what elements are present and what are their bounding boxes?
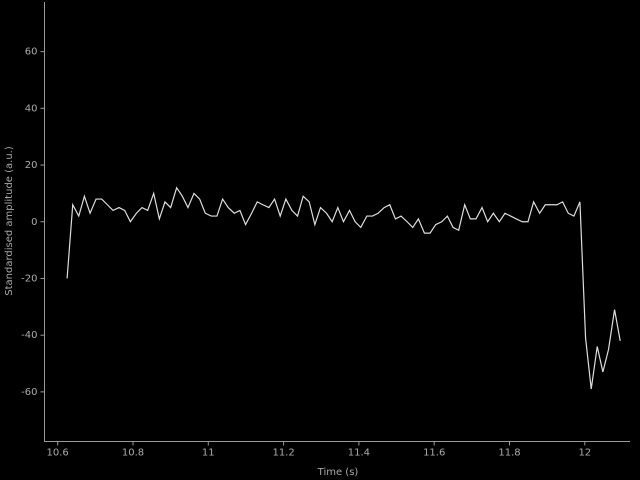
- x-axis-label: Time (s): [317, 467, 359, 478]
- x-tick-label: 11: [202, 448, 215, 459]
- y-tick-label: 60: [25, 47, 38, 58]
- y-tick-label: -20: [21, 273, 37, 284]
- x-tick-label: 10.8: [122, 448, 144, 459]
- x-tick-label: 11.6: [423, 448, 445, 459]
- y-tick-label: 20: [25, 160, 38, 171]
- y-tick-label: -40: [21, 330, 37, 341]
- y-axis-label: Standardised amplitude (a.u.): [4, 146, 15, 296]
- x-tick-label: 10.6: [47, 448, 69, 459]
- y-tick-label: 40: [25, 103, 38, 114]
- x-tick-label: 11.4: [348, 448, 370, 459]
- y-tick-label: 0: [31, 217, 37, 228]
- x-tick-label: 12: [578, 448, 591, 459]
- data-line: [66, 186, 621, 390]
- x-tick-label: 11.8: [498, 448, 520, 459]
- x-tick-label: 11.2: [272, 448, 294, 459]
- y-tick-label: -60: [21, 387, 37, 398]
